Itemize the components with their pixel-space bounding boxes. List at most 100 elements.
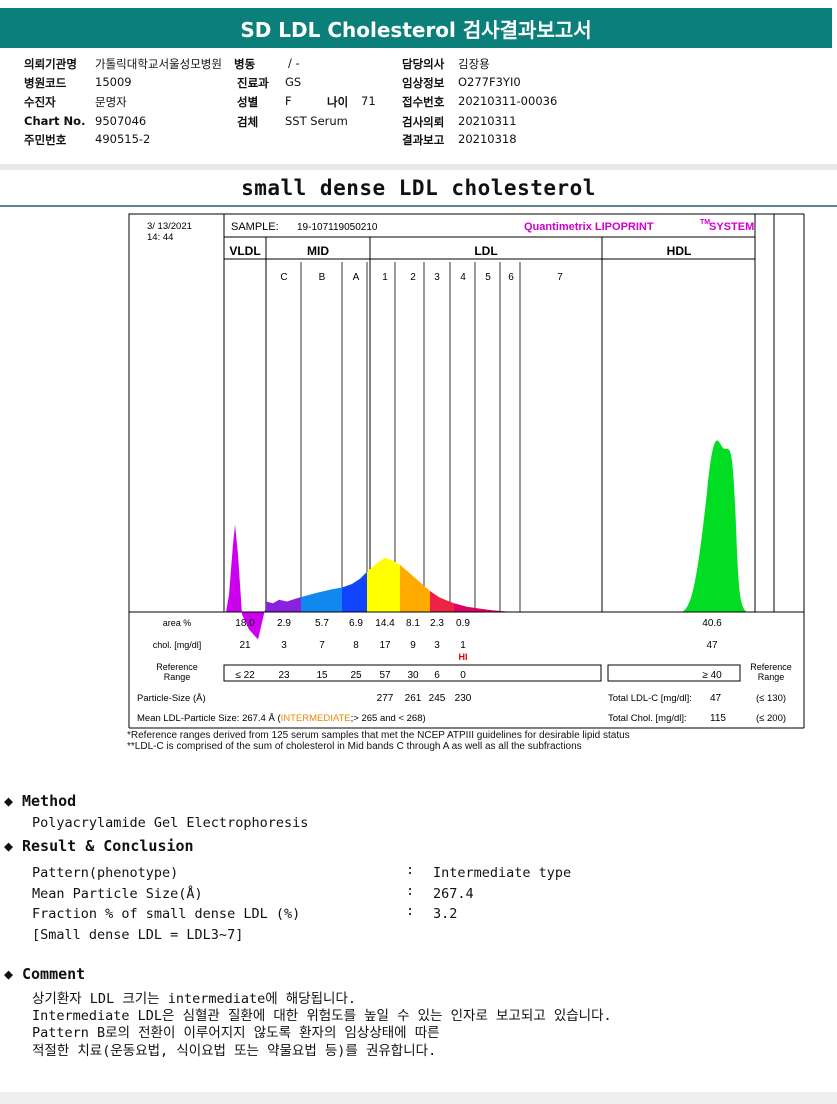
band-label-A: A <box>353 272 360 283</box>
result-row-1-value: Intermediate type <box>433 865 572 881</box>
band-label-5: 5 <box>485 272 491 283</box>
curve-fill-2 <box>400 564 430 612</box>
area-value-3: 2.3 <box>430 618 444 629</box>
comment-line-3: Pattern B로의 전환이 이루어지지 않도록 환자의 임상상태에 따른 <box>32 1025 440 1041</box>
curve-fill-3 <box>430 591 454 612</box>
curve-fill-A <box>342 571 367 612</box>
curve-fill-C <box>266 597 301 612</box>
area-value-4: 0.9 <box>456 618 470 629</box>
doctor-label: 담당의사 <box>402 57 445 71</box>
total-ldl-label: Total LDL-C [mg/dl]: <box>608 693 692 704</box>
info-row-1: 의뢰기관명 가톨릭대학교서울성모병원 병동 / - 담당의사 김장용 <box>0 56 837 74</box>
ward-label: 병동 <box>234 57 256 71</box>
name-label: 수진자 <box>24 95 56 109</box>
mean-size-type: INTERMEDIATE <box>281 713 351 724</box>
result-row-1-label: Pattern(phenotype) <box>32 865 179 881</box>
curve-fill-4 <box>454 603 507 612</box>
group-label-mid: MID <box>307 244 329 258</box>
band-label-4: 4 <box>460 272 466 283</box>
particle-size-2: 245 <box>429 693 446 704</box>
ref-range-right-2: Range <box>758 672 785 682</box>
row-label-chol: chol. [mg/dl] <box>153 640 202 650</box>
info-row-2: 병원코드 15009 진료과 GS 임상정보 O277F3YI0 <box>0 75 837 93</box>
curve-fill-VLDL <box>226 524 266 640</box>
report-date-value: 20210318 <box>458 132 517 146</box>
institution-value: 가톨릭대학교서울성모병원 <box>95 57 222 71</box>
row-label-area: area % <box>163 618 192 628</box>
report-title-banner: SD LDL Cholesterol 검사결과보고서 <box>0 8 832 48</box>
method-heading: ◆ Method <box>4 792 76 810</box>
dept-value: GS <box>285 75 302 89</box>
chart-time: 14: 44 <box>147 232 173 243</box>
chol-value-HDL: 47 <box>706 640 718 651</box>
age-label: 나이 <box>327 95 349 109</box>
ref-range-box-right <box>607 664 741 682</box>
sample-id: 19-107119050210 <box>297 222 378 233</box>
receipt-value: 20210311-00036 <box>458 94 558 108</box>
band-label-C: C <box>280 272 287 283</box>
result-row-3-value: 3.2 <box>433 906 458 922</box>
chart-date: 3/ 13/2021 <box>147 221 192 232</box>
band-label-6: 6 <box>508 272 514 283</box>
section-title: small dense LDL cholesterol <box>241 176 596 200</box>
area-value-1: 14.4 <box>375 618 395 629</box>
row-label-ref-1: Reference <box>156 662 198 672</box>
chart-no-label: Chart No. <box>24 114 86 128</box>
mean-particle-size-line: Mean LDL-Particle Size: 267.4 Å (INTERME… <box>137 713 426 724</box>
area-value-B: 5.7 <box>315 618 329 629</box>
chol-value-2: 9 <box>410 640 416 651</box>
report-title: SD LDL Cholesterol 검사결과보고서 <box>240 17 592 42</box>
particle-size-1: 261 <box>405 693 422 704</box>
footnote-1: *Reference ranges derived from 125 serum… <box>127 730 630 741</box>
footnote-2: **LDL-C is comprised of the sum of chole… <box>127 741 582 752</box>
chol-value-3: 3 <box>434 640 440 651</box>
band-label-2: 2 <box>410 272 416 283</box>
system-suffix: SYSTEM <box>709 221 754 233</box>
doctor-value: 김장용 <box>458 57 490 71</box>
ref-value-1: 57 <box>379 670 391 681</box>
result-colon-2: : <box>406 883 415 899</box>
patient-info: 의뢰기관명 가톨릭대학교서울성모병원 병동 / - 담당의사 김장용 병원코드 … <box>0 52 837 164</box>
area-value-A: 6.9 <box>349 618 363 629</box>
info-row-4: Chart No. 9507046 검체 SST Serum 검사의뢰 2021… <box>0 114 837 132</box>
total-chol-value: 115 <box>710 713 726 724</box>
comment-title: Comment <box>22 965 86 983</box>
chol-value-1: 17 <box>379 640 391 651</box>
mean-size-text: Mean LDL-Particle Size: 267.4 Å ( <box>137 713 281 724</box>
report-date-label: 결과보고 <box>402 133 445 147</box>
ref-value-C: 23 <box>278 670 290 681</box>
result-row-2-value: 267.4 <box>433 886 474 902</box>
ref-value-2: 30 <box>407 670 419 681</box>
specimen-value: SST Serum <box>285 114 348 128</box>
chol-value-A: 8 <box>353 640 359 651</box>
ref-value-B: 15 <box>316 670 328 681</box>
ref-range-right-1: Reference <box>750 662 792 672</box>
comment-line-4: 적절한 치료(운동요법, 식이요법 또는 약물요법 등)를 권유합니다. <box>32 1043 437 1059</box>
ref-value-3: 6 <box>434 670 440 681</box>
result-heading: ◆ Result & Conclusion <box>4 837 194 855</box>
institution-label: 의뢰기관명 <box>24 57 77 71</box>
result-row-3-label: Fraction % of small dense LDL (%) <box>32 906 301 922</box>
title-underline <box>0 205 837 207</box>
total-ldl-ref: (≤ 130) <box>756 693 786 704</box>
dept-label: 진료과 <box>237 76 269 90</box>
system-name: Quantimetrix LIPOPRINT <box>524 221 654 233</box>
comment-heading: ◆ Comment <box>4 965 85 983</box>
total-chol-ref: (≤ 200) <box>756 713 786 724</box>
hospital-code-label: 병원코드 <box>24 76 67 90</box>
band-label-7: 7 <box>557 272 563 283</box>
id-value: 490515-2 <box>95 132 151 146</box>
curve-fill-B <box>301 587 342 612</box>
row-label-ref-2: Range <box>164 672 191 682</box>
result-colon-1: : <box>406 862 415 878</box>
sex-value: F <box>285 94 292 108</box>
area-value-HDL: 40.6 <box>702 618 722 629</box>
info-row-3: 수진자 문명자 성별 F 나이 71 접수번호 20210311-00036 <box>0 94 837 112</box>
sample-label: SAMPLE: <box>231 221 279 233</box>
result-row-2-label: Mean Particle Size(Å) <box>32 886 203 902</box>
chol-value-VLDL: 21 <box>239 640 251 651</box>
group-label-vldl: VLDL <box>229 244 260 258</box>
request-label: 검사의뢰 <box>402 115 445 129</box>
ref-value-VLDL: ≤ 22 <box>235 670 255 681</box>
